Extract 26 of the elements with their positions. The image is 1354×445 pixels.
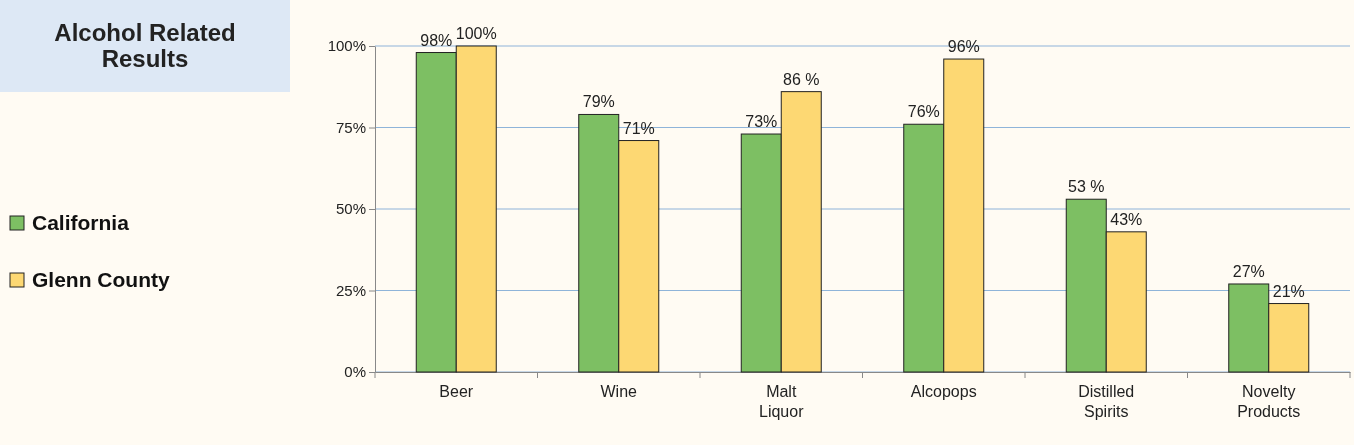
text: Alcohol Related Results — [0, 0, 290, 92]
y-tick-label: 50% — [335, 200, 366, 218]
y-tick-label: 25% — [335, 281, 366, 299]
y-tick-label: 75% — [335, 118, 366, 136]
data-label: 76% — [907, 103, 940, 121]
legend-label: California — [32, 211, 130, 234]
y-tick-label: 0% — [344, 363, 366, 381]
x-tick-label: Alcopops — [910, 383, 977, 400]
data-label: 21% — [1272, 282, 1305, 300]
data-label: 43% — [1110, 210, 1143, 228]
data-label: 27% — [1232, 262, 1265, 280]
data-label: 100% — [455, 25, 497, 42]
data-label: 86 % — [783, 70, 820, 88]
data-label: 73% — [745, 113, 778, 131]
data-label: 79% — [582, 93, 615, 111]
data-label: 53 % — [1068, 178, 1105, 196]
legend-label: Glenn County — [32, 268, 170, 291]
x-tick-label: Beer — [439, 383, 474, 400]
x-tick-label: Distilled Spirits — [1078, 383, 1135, 420]
x-tick-label: Malt Liquor — [759, 383, 805, 420]
y-tick-label: 100% — [327, 37, 366, 55]
data-label: 71% — [622, 119, 655, 137]
data-label: 96% — [947, 38, 980, 56]
data-label: 98% — [420, 31, 453, 49]
x-tick-label: Novelty Products — [1237, 383, 1301, 420]
x-tick-label: Wine — [600, 383, 638, 400]
